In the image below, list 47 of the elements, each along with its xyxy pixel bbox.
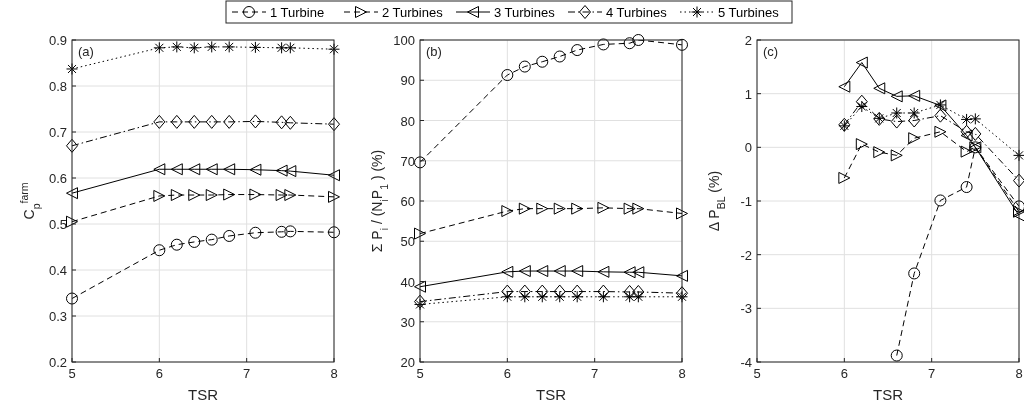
y-tick-label: 0.4 (48, 263, 67, 278)
x-tick-label: 8 (1015, 366, 1023, 381)
y-tick-label: 80 (400, 113, 415, 129)
annotation: (a) (78, 44, 94, 59)
y-tick-label: -2 (740, 247, 752, 263)
y-tick-label: 0.9 (48, 33, 67, 48)
y-tick-label: 20 (400, 355, 415, 370)
legend-label: 4 Turbines (606, 5, 668, 20)
y-tick-label: 40 (400, 274, 415, 290)
x-tick-label: 6 (503, 366, 511, 381)
y-tick-label: 90 (400, 73, 415, 89)
y-tick-label: -1 (740, 194, 752, 209)
x-axis-title: TSR (536, 386, 567, 403)
x-axis-title: TSR (188, 386, 219, 403)
y-tick-label: 0.6 (48, 171, 67, 186)
annotation: (b) (426, 44, 442, 59)
y-tick-label: 30 (400, 314, 415, 330)
y-tick-label: 50 (400, 234, 415, 250)
legend-label: 2 Turbines (382, 5, 444, 20)
y-tick-label: 0.3 (48, 309, 67, 324)
legend-label: 1 Turbine (270, 5, 325, 20)
y-tick-label: 0.8 (48, 79, 67, 94)
x-axis-title: TSR (873, 386, 904, 403)
annotation: (c) (763, 44, 779, 59)
legend-label: 5 Turbines (718, 5, 780, 20)
y-tick-label: 70 (400, 153, 415, 169)
x-tick-label: 7 (928, 366, 936, 381)
x-tick-label: 8 (678, 366, 686, 381)
y-tick-label: -3 (740, 301, 752, 317)
y-tick-label: 2 (744, 33, 752, 48)
x-tick-label: 7 (591, 366, 599, 381)
x-tick-label: 8 (330, 366, 338, 381)
y-tick-label: -4 (740, 355, 752, 370)
y-tick-label: 0 (744, 140, 752, 156)
y-tick-label: 1 (744, 86, 752, 102)
y-tick-label: 0.7 (48, 125, 67, 140)
y-tick-label: 100 (393, 33, 415, 48)
x-tick-label: 5 (753, 366, 761, 381)
x-tick-label: 7 (243, 366, 251, 381)
y-tick-label: 0.2 (48, 355, 67, 370)
y-tick-label: 60 (400, 194, 415, 209)
legend-label: 3 Turbines (494, 5, 556, 20)
x-tick-label: 6 (840, 366, 848, 381)
x-tick-label: 5 (416, 366, 424, 381)
x-tick-label: 6 (155, 366, 163, 381)
x-tick-label: 5 (68, 366, 76, 381)
y-tick-label: 0.5 (48, 217, 67, 232)
